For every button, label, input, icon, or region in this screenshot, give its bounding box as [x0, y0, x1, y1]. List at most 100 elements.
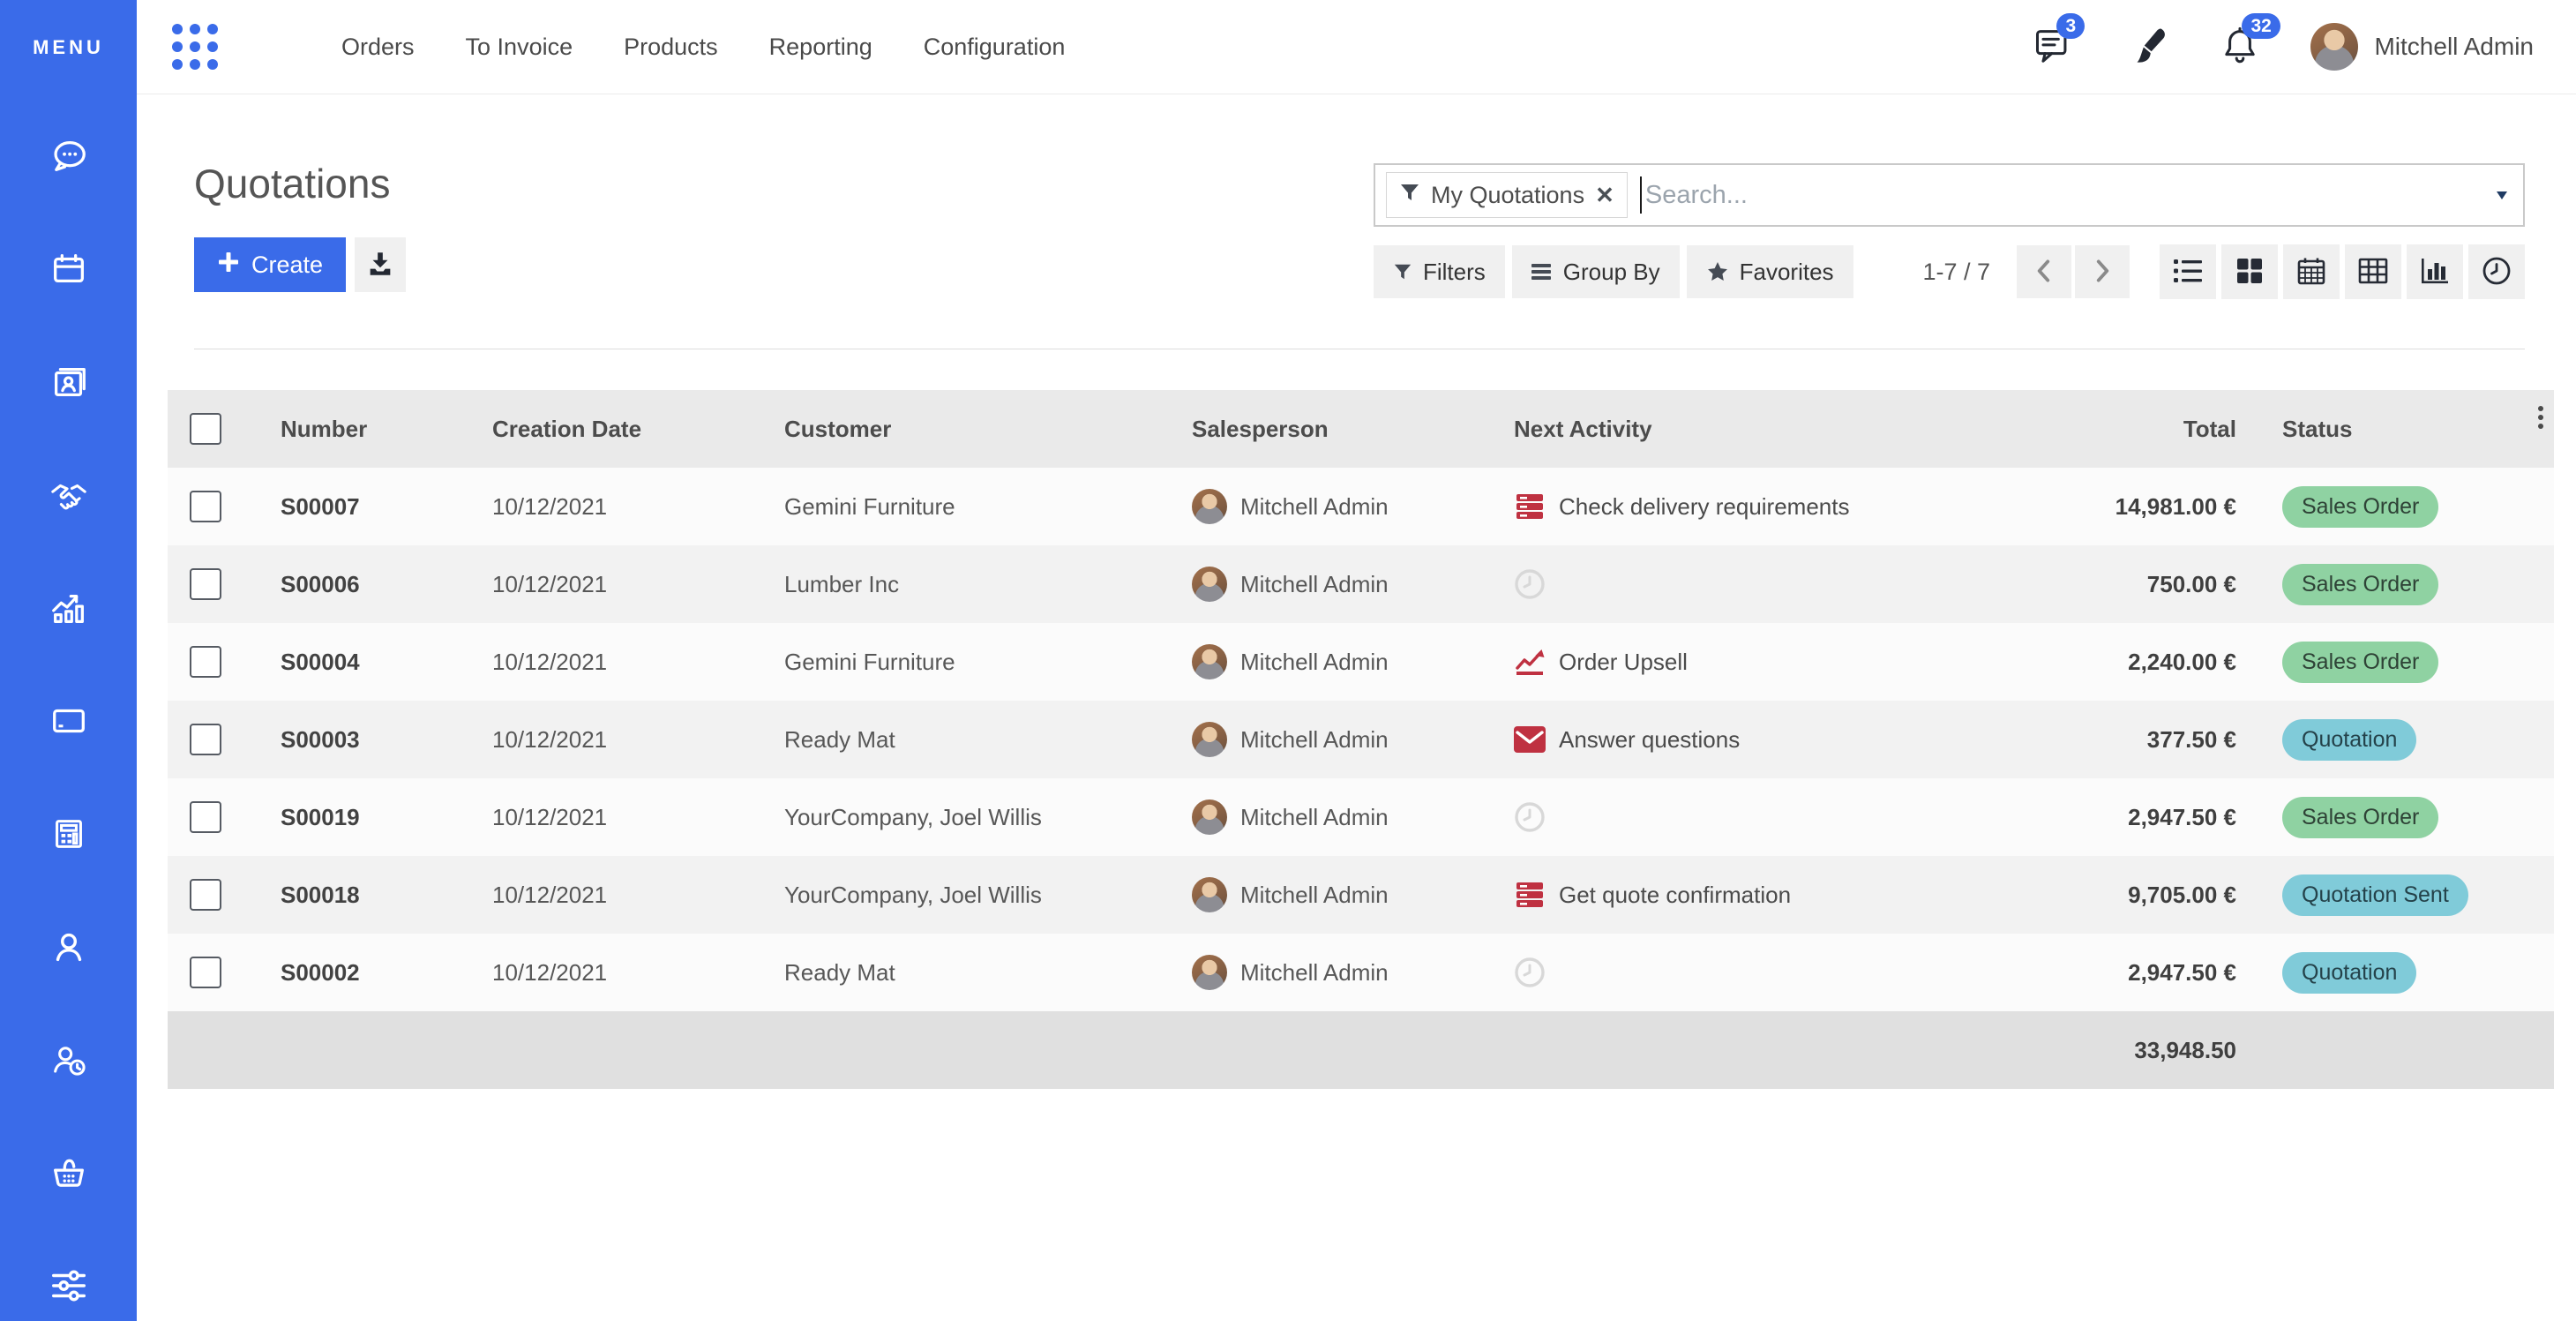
main-menu: Orders To Invoice Products Reporting Con… [341, 34, 1065, 61]
tasks-activity-icon[interactable] [1514, 879, 1546, 911]
tasks-activity-icon[interactable] [1514, 491, 1546, 522]
cell-customer: Gemini Furniture [784, 492, 955, 520]
search-options-caret[interactable] [2497, 191, 2507, 199]
pos-card-icon[interactable] [49, 701, 89, 741]
column-header-creation-date[interactable]: Creation Date [492, 415, 642, 442]
top-navbar: Orders To Invoice Products Reporting Con… [137, 0, 2576, 94]
view-pivot-button[interactable] [2345, 244, 2401, 299]
crm-handshake-icon[interactable] [49, 475, 89, 515]
kanban-view-icon [2235, 257, 2264, 288]
user-avatar[interactable] [2310, 23, 2359, 71]
view-list-button[interactable] [2160, 244, 2216, 299]
cell-creation-date: 10/12/2021 [492, 803, 608, 830]
column-header-customer[interactable]: Customer [784, 415, 892, 442]
apps-menu-icon[interactable] [172, 24, 218, 70]
row-checkbox[interactable] [190, 646, 221, 678]
theme-brush-button[interactable] [2125, 24, 2169, 70]
cell-total: 2,947.50 € [2128, 958, 2236, 986]
cell-customer: YourCompany, Joel Willis [784, 881, 1042, 908]
pivot-view-icon [2358, 258, 2388, 287]
view-graph-button[interactable] [2407, 244, 2463, 299]
menu-reporting[interactable]: Reporting [768, 33, 872, 60]
envelope-activity-icon[interactable] [1514, 724, 1546, 755]
optional-columns-toggle[interactable] [2533, 401, 2549, 434]
column-header-status[interactable]: Status [2282, 415, 2353, 442]
cell-total: 14,981.00 € [2115, 492, 2236, 520]
select-all-checkbox[interactable] [190, 413, 221, 445]
view-activity-button[interactable] [2468, 244, 2525, 299]
menu-label: MENU [33, 35, 104, 58]
sales-chart-icon[interactable] [49, 588, 89, 628]
view-kanban-button[interactable] [2221, 244, 2278, 299]
filters-button[interactable]: Filters [1374, 245, 1505, 298]
pager-next-button[interactable] [2075, 245, 2130, 298]
clock-activity-icon[interactable] [1514, 801, 1546, 833]
row-checkbox[interactable] [190, 568, 221, 600]
accounting-calculator-icon[interactable] [49, 814, 89, 854]
table-row[interactable]: S00003 10/12/2021 Ready Mat Mitchell Adm… [168, 701, 2554, 778]
table-row[interactable]: S00007 10/12/2021 Gemini Furniture Mitch… [168, 468, 2554, 545]
list-view-icon [2172, 257, 2204, 288]
table-row[interactable]: S00006 10/12/2021 Lumber Inc Mitchell Ad… [168, 545, 2554, 623]
cell-customer: Gemini Furniture [784, 648, 955, 675]
row-checkbox[interactable] [190, 724, 221, 755]
footer-total: 33,948.50 [2134, 1036, 2236, 1063]
cell-number: S00018 [281, 881, 360, 908]
cell-total: 377.50 € [2146, 725, 2236, 753]
cell-number: S00003 [281, 725, 360, 753]
facet-remove-icon[interactable]: ✕ [1595, 181, 1614, 208]
cell-number: S00006 [281, 570, 360, 597]
view-calendar-button[interactable] [2283, 244, 2340, 299]
row-checkbox[interactable] [190, 801, 221, 833]
export-button[interactable] [355, 237, 407, 292]
cell-creation-date: 10/12/2021 [492, 570, 608, 597]
row-checkbox[interactable] [190, 957, 221, 988]
settings-sliders-icon[interactable] [49, 1265, 89, 1306]
messages-button[interactable]: 3 [2032, 13, 2086, 70]
table-row[interactable]: S00004 10/12/2021 Gemini Furniture Mitch… [168, 623, 2554, 701]
notifications-button[interactable]: 32 [2217, 13, 2280, 70]
purchase-basket-icon[interactable] [49, 1152, 89, 1193]
table-row[interactable]: S00019 10/12/2021 YourCompany, Joel Will… [168, 778, 2554, 856]
favorites-label: Favorites [1739, 258, 1834, 285]
menu-configuration[interactable]: Configuration [923, 33, 1066, 60]
column-header-total[interactable]: Total [2183, 415, 2236, 442]
table-row[interactable]: S00002 10/12/2021 Ready Mat Mitchell Adm… [168, 934, 2554, 1011]
group-by-label: Group By [1562, 258, 1660, 285]
create-button[interactable]: Create [194, 237, 347, 292]
discuss-icon[interactable] [49, 136, 89, 176]
search-bar[interactable]: My Quotations ✕ Search... [1374, 163, 2525, 227]
clock-activity-icon[interactable] [1514, 568, 1546, 600]
group-by-button[interactable]: Group By [1511, 245, 1680, 298]
timeoff-user-clock-icon[interactable] [49, 1040, 89, 1080]
salesperson-avatar [1192, 722, 1227, 757]
cell-salesperson: Mitchell Admin [1240, 648, 1389, 675]
cell-creation-date: 10/12/2021 [492, 958, 608, 986]
table-row[interactable]: S00018 10/12/2021 YourCompany, Joel Will… [168, 856, 2554, 934]
calendar-icon[interactable] [49, 249, 89, 289]
cell-creation-date: 10/12/2021 [492, 648, 608, 675]
cell-next-activity: Check delivery requirements [1559, 492, 1850, 520]
user-name[interactable]: Mitchell Admin [2374, 33, 2534, 60]
chart-activity-icon[interactable] [1514, 646, 1546, 678]
cell-number: S00019 [281, 803, 360, 830]
pager-previous-button[interactable] [2017, 245, 2071, 298]
menu-to-invoice[interactable]: To Invoice [465, 33, 573, 60]
menu-products[interactable]: Products [624, 33, 718, 60]
column-header-salesperson[interactable]: Salesperson [1192, 415, 1329, 442]
employees-user-icon[interactable] [49, 927, 89, 967]
cell-salesperson: Mitchell Admin [1240, 492, 1389, 520]
menu-orders[interactable]: Orders [341, 33, 415, 60]
cell-creation-date: 10/12/2021 [492, 881, 608, 908]
create-button-label: Create [251, 251, 324, 278]
column-header-next-activity[interactable]: Next Activity [1514, 415, 1652, 442]
contacts-icon[interactable] [49, 362, 89, 402]
column-header-number[interactable]: Number [281, 415, 368, 442]
cell-salesperson: Mitchell Admin [1240, 958, 1389, 986]
row-checkbox[interactable] [190, 491, 221, 522]
clock-activity-icon[interactable] [1514, 957, 1546, 988]
apps-sidebar: MENU [0, 0, 137, 1321]
row-checkbox[interactable] [190, 879, 221, 911]
favorites-button[interactable]: Favorites [1686, 245, 1853, 298]
search-facet[interactable]: My Quotations ✕ [1386, 172, 1628, 218]
